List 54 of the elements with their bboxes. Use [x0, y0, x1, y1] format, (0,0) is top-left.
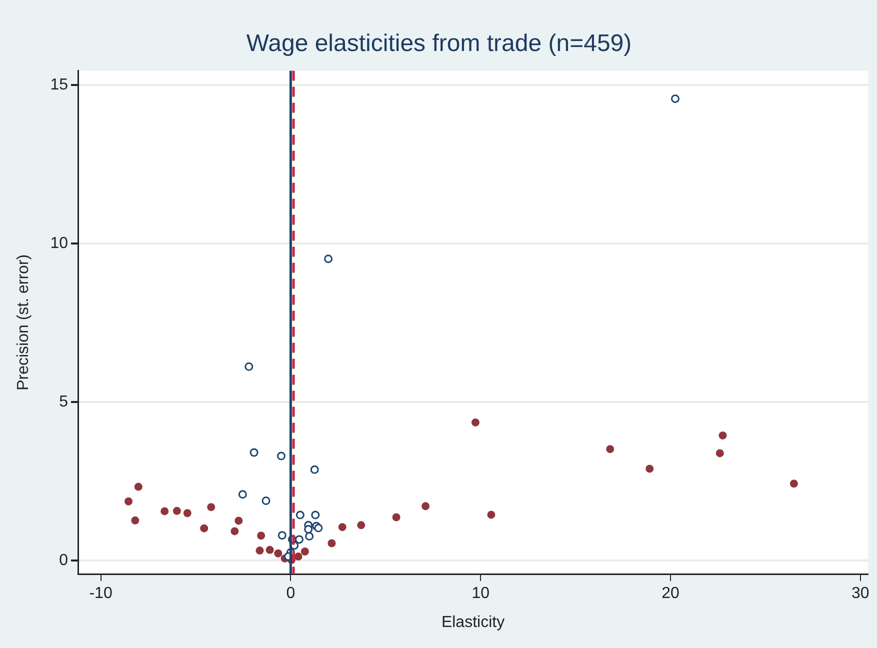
point [294, 552, 302, 561]
point [183, 509, 192, 518]
point [131, 516, 140, 524]
point [304, 525, 313, 534]
point [262, 496, 270, 506]
point [256, 546, 264, 555]
x-tick-label: 30 [852, 585, 870, 602]
x-axis-title: Elasticity [441, 614, 505, 631]
point [160, 507, 169, 516]
point [124, 497, 133, 506]
x-tick-label: 0 [286, 585, 296, 602]
point [646, 464, 654, 473]
point [305, 532, 314, 541]
x-tick-label: 20 [662, 585, 680, 602]
point [238, 490, 247, 499]
point [244, 362, 254, 371]
point [294, 535, 304, 544]
point [300, 547, 309, 556]
y-tick-label: 15 [50, 76, 68, 94]
point [296, 510, 304, 520]
point [257, 532, 266, 540]
point [207, 503, 216, 512]
point [324, 254, 333, 264]
x-tick-label: -10 [89, 585, 112, 602]
point [172, 506, 181, 515]
point [234, 516, 243, 525]
point [718, 431, 727, 440]
point [422, 502, 430, 510]
point [200, 524, 208, 532]
y-tick-label: 10 [50, 235, 68, 252]
point [274, 549, 282, 558]
point [134, 482, 142, 491]
point [276, 452, 286, 460]
point [716, 449, 724, 458]
point [328, 539, 336, 548]
point [670, 94, 680, 103]
point [357, 521, 366, 530]
point [230, 527, 239, 536]
y-tick-label: 0 [59, 552, 68, 570]
point [278, 531, 286, 540]
point [250, 448, 258, 457]
y-axis-title: Precision (st. error) [15, 254, 32, 390]
x-tick-label: 10 [472, 585, 490, 602]
y-tick-label: 5 [59, 394, 68, 411]
point [311, 510, 320, 520]
point [310, 465, 319, 474]
point [790, 480, 798, 488]
point [338, 523, 346, 532]
point [471, 418, 480, 426]
point [487, 510, 496, 519]
point [266, 546, 274, 554]
point [606, 445, 614, 454]
point [392, 513, 400, 522]
chart-title: Wage elasticities from trade (n=459) [246, 30, 632, 58]
